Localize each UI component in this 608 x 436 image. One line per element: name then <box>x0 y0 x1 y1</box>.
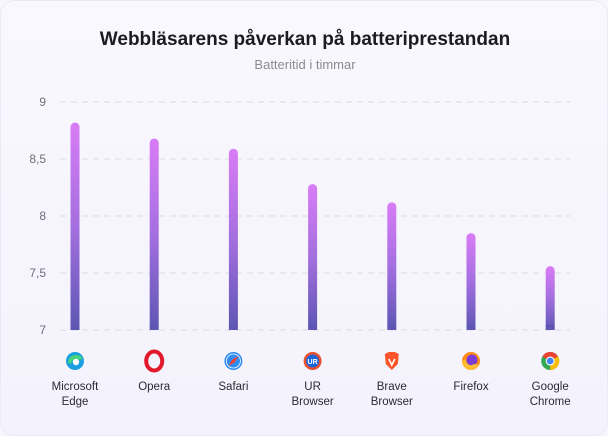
x-category-label: Google <box>532 381 569 393</box>
x-category-label: UR <box>304 381 321 393</box>
svg-text:UR: UR <box>308 359 318 366</box>
chrome-icon <box>541 351 560 370</box>
bar <box>545 266 555 330</box>
bar <box>70 122 80 331</box>
bar-base <box>70 325 80 330</box>
brave-icon <box>384 352 399 370</box>
bar <box>228 148 238 330</box>
bars <box>70 122 555 331</box>
x-category-label: Browser <box>292 396 334 408</box>
bar <box>466 233 476 330</box>
bar-base <box>308 325 318 330</box>
y-axis-ticks: 9 8,5 8 7,5 7 <box>29 95 46 337</box>
x-category-label: Brave <box>377 381 407 393</box>
bar <box>387 202 397 330</box>
x-category-label: Chrome <box>530 396 571 408</box>
x-axis-labels: Microsoft Edge Opera Safari UR Browser Brave Br… <box>52 381 571 408</box>
edge-icon <box>66 352 84 370</box>
bar-base <box>466 325 476 330</box>
x-category-label: Opera <box>138 381 171 393</box>
safari-icon <box>224 352 243 370</box>
x-category-label: Firefox <box>453 381 488 393</box>
x-category-label: Microsoft <box>52 381 99 393</box>
browser-icons: UR <box>66 349 560 373</box>
chart-subtitle: Batteritid i timmar <box>254 57 356 72</box>
bar-base <box>149 325 159 330</box>
opera-icon <box>144 349 165 373</box>
y-tick-label: 8 <box>39 209 46 223</box>
y-tick-label: 7,5 <box>29 266 46 280</box>
ur-browser-icon: UR <box>303 352 322 370</box>
x-category-label: Browser <box>371 396 413 408</box>
bar <box>308 184 318 330</box>
x-category-label: Safari <box>218 381 248 393</box>
bar-base <box>228 325 238 330</box>
x-category-label: Edge <box>62 396 89 408</box>
bar-base <box>387 325 397 330</box>
y-tick-label: 7 <box>39 323 46 337</box>
chart-title: Webbläsarens påverkan på batteriprestand… <box>99 29 511 50</box>
bar <box>149 138 159 330</box>
bar-base <box>545 325 555 330</box>
y-tick-label: 9 <box>39 95 46 109</box>
firefox-icon <box>462 352 480 370</box>
y-tick-label: 8,5 <box>29 152 46 166</box>
